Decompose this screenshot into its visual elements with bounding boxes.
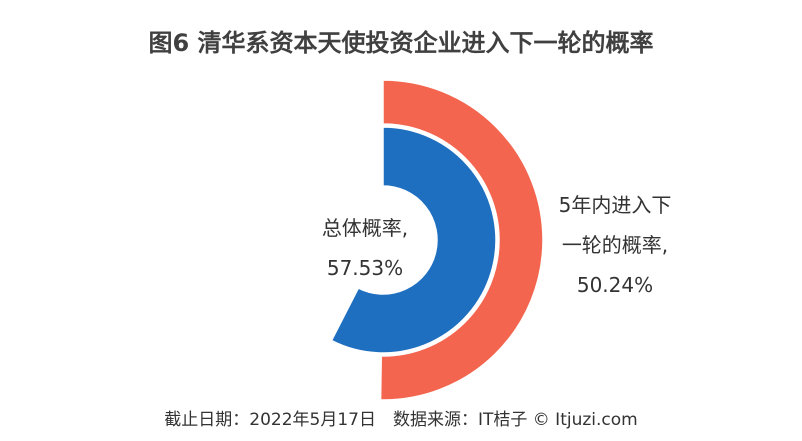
data-label: 50.24% [576, 273, 654, 297]
inner-label: 总体概率, 57.53% [300, 208, 430, 288]
data-label: 57.53% [326, 256, 404, 280]
series-name: 5年内进入下一轮的概率, [558, 193, 672, 257]
series-name: 总体概率, [321, 216, 409, 240]
ring-bar [330, 126, 497, 354]
outer-label: 5年内进入下一轮的概率, 50.24% [550, 185, 680, 305]
chart-title: 图6 清华系资本天使投资企业进入下一轮的概率 [148, 29, 653, 57]
ring-bar [379, 79, 544, 401]
footnote: 截止日期：2022年5月17日 数据来源：IT桔子 © Itjuzi.com [164, 410, 637, 430]
